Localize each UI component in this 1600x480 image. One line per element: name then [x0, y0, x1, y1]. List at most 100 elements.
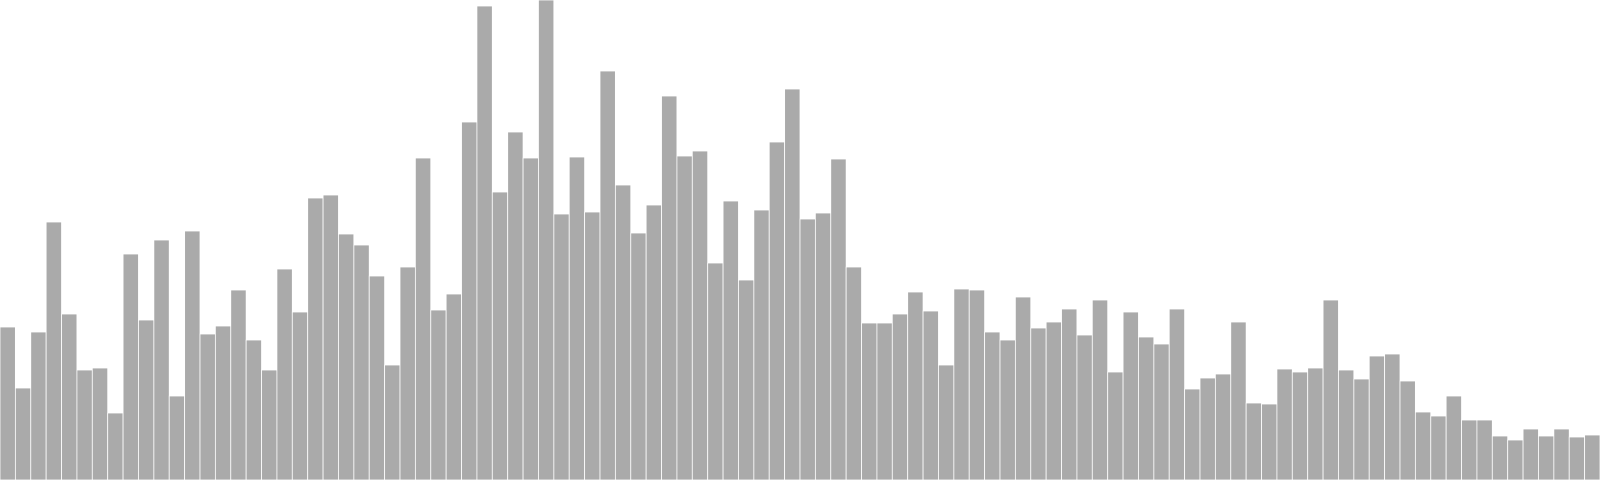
- bar: [1553, 428, 1570, 480]
- bar: [1107, 371, 1124, 480]
- bar: [461, 121, 478, 480]
- bar: [353, 244, 370, 480]
- bar: [1538, 435, 1555, 480]
- bar: [230, 289, 247, 480]
- bar: [338, 233, 355, 480]
- bar: [1291, 371, 1309, 480]
- bar: [414, 157, 432, 480]
- bar: [707, 262, 724, 480]
- bar: [753, 209, 770, 480]
- bar: [1138, 336, 1155, 480]
- bar: [1307, 367, 1324, 480]
- bar: [91, 367, 109, 480]
- bar: [1445, 395, 1462, 480]
- bar: [1476, 419, 1493, 480]
- bar: [0, 326, 16, 480]
- bar: [76, 369, 93, 480]
- bar: [184, 230, 201, 480]
- bar: [599, 70, 616, 480]
- bar: [1184, 388, 1201, 480]
- bar: [768, 141, 786, 480]
- bar: [1507, 439, 1524, 480]
- bar: [1491, 435, 1509, 480]
- bar: [953, 288, 970, 480]
- bar: [45, 221, 62, 480]
- bar: [676, 155, 693, 480]
- bar: [199, 333, 216, 480]
- bar: [1245, 402, 1262, 480]
- bar: [568, 156, 586, 480]
- bar: [276, 268, 293, 480]
- bar: [445, 293, 462, 480]
- bar: [491, 191, 509, 480]
- bar: [630, 232, 647, 480]
- bar: [922, 310, 939, 480]
- bar: [476, 5, 493, 480]
- bar: [845, 266, 862, 480]
- bar: [168, 395, 186, 480]
- bar: [30, 331, 47, 480]
- bar: [1414, 411, 1432, 480]
- bar: [322, 194, 339, 480]
- bar: [430, 309, 447, 480]
- bar: [614, 184, 632, 480]
- bar: [968, 289, 986, 480]
- bar: [214, 325, 232, 480]
- bar: [876, 322, 893, 480]
- bar: [1061, 308, 1078, 480]
- bar: [245, 339, 262, 480]
- bar: [368, 275, 386, 480]
- bar: [1261, 403, 1278, 480]
- bar: [1091, 299, 1109, 480]
- bar: [1168, 308, 1186, 480]
- bar: [645, 204, 662, 480]
- bar: [1230, 321, 1247, 480]
- bar: [1461, 419, 1478, 480]
- bar: [61, 313, 78, 480]
- bar: [1030, 327, 1047, 480]
- bar: [722, 200, 739, 480]
- bar: [1399, 380, 1416, 480]
- bar: [999, 339, 1016, 480]
- bar: [891, 313, 909, 480]
- bar: [1076, 334, 1093, 480]
- bar: [784, 88, 801, 480]
- bar: [1338, 369, 1355, 480]
- bar: [1322, 299, 1339, 480]
- bar: [291, 311, 309, 480]
- bar: [1353, 378, 1370, 480]
- bar: [1568, 436, 1586, 480]
- bar: [307, 197, 324, 480]
- bar: [938, 364, 955, 480]
- bar: [907, 291, 924, 480]
- bar: [1014, 296, 1032, 480]
- bar: [553, 213, 570, 480]
- bar: [861, 322, 878, 480]
- bar: [1522, 428, 1539, 480]
- bar: [1368, 355, 1386, 480]
- bar: [1214, 373, 1232, 480]
- bar: [661, 95, 678, 480]
- bar: [14, 387, 32, 480]
- bar: [984, 331, 1001, 480]
- bar: [107, 412, 124, 480]
- bar: [1430, 415, 1447, 480]
- bar: [261, 369, 278, 480]
- bar: [1384, 353, 1401, 480]
- bar: [1584, 434, 1600, 480]
- bar: [399, 266, 416, 480]
- bar: [538, 0, 555, 480]
- bar: [122, 253, 139, 480]
- bar: [153, 239, 170, 480]
- bar: [1045, 321, 1062, 480]
- bar: [522, 157, 539, 480]
- bar: [1122, 311, 1139, 480]
- bar: [138, 319, 155, 480]
- bar: [691, 150, 709, 480]
- bar: [814, 212, 832, 480]
- bar: [738, 279, 755, 480]
- bar: [584, 211, 601, 480]
- bar: [830, 158, 847, 480]
- bar: [507, 131, 524, 480]
